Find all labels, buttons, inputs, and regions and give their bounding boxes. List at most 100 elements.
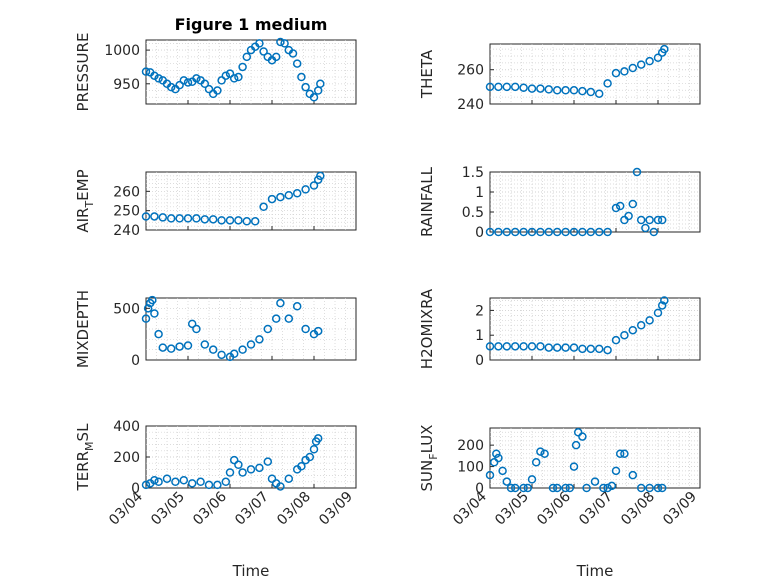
data-point	[536, 227, 545, 237]
data-point	[284, 314, 294, 323]
x-tick-label: 03/04	[106, 489, 146, 529]
data-point	[653, 308, 663, 318]
y-tick-label: 200	[113, 450, 140, 466]
y-tick-label: 400	[113, 419, 140, 435]
y-tick-label: 200	[457, 438, 484, 454]
data-point	[166, 214, 176, 223]
data-point	[313, 326, 323, 336]
chart-title: Figure 1 medium	[175, 15, 328, 34]
y-tick-label: 0	[475, 353, 484, 369]
data-point	[200, 79, 210, 89]
data-point	[229, 455, 239, 465]
data-point	[590, 477, 600, 486]
data-point	[200, 215, 210, 224]
data-point	[632, 167, 642, 177]
data-point	[645, 56, 654, 66]
data-point	[292, 59, 302, 68]
data-point	[494, 453, 503, 463]
data-point	[569, 86, 579, 95]
x-tick-label: 03/09	[316, 489, 356, 529]
data-point	[141, 67, 151, 76]
y-tick-label: 1	[475, 328, 484, 344]
y-tick-label: 950	[113, 77, 140, 93]
y-axis-label: SUNFLUX	[418, 425, 440, 492]
data-point	[259, 47, 268, 56]
y-tick-label: 250	[113, 204, 140, 220]
data-point	[187, 479, 197, 488]
data-point	[544, 85, 554, 94]
data-point	[523, 483, 533, 493]
data-point	[183, 341, 193, 350]
data-point	[154, 477, 163, 487]
data-point	[485, 342, 495, 351]
data-point	[179, 76, 189, 85]
panel-mixdepth: 0 500 MIXDEPTH	[74, 290, 357, 369]
data-point	[494, 342, 503, 351]
y-axis-label: MIXDEPTH	[74, 290, 92, 368]
y-axis-label: THETA	[418, 49, 436, 99]
data-point	[544, 227, 554, 237]
data-point	[540, 449, 549, 458]
data-point	[292, 189, 302, 198]
data-point	[636, 483, 646, 493]
data-point	[276, 37, 285, 47]
data-point	[582, 483, 591, 493]
data-point	[141, 480, 151, 490]
data-point	[569, 343, 579, 352]
panel-air_temp: 240 250 260 AIRTEMP	[74, 169, 357, 239]
data-point	[276, 482, 285, 491]
y-axis-label: TERRMSL	[74, 423, 96, 492]
y-tick-label: 1	[475, 185, 484, 201]
data-point	[200, 340, 210, 349]
data-point	[192, 324, 201, 334]
data-point	[624, 211, 633, 221]
data-point	[628, 199, 638, 209]
data-point	[569, 227, 579, 237]
panel-h2omixra: 0 1 2 H2OMIXRA	[418, 288, 701, 369]
x-tick-label: 03/05	[148, 489, 188, 529]
data-point	[148, 295, 157, 305]
data-point	[166, 82, 176, 92]
data-point	[519, 483, 528, 493]
data-point	[653, 483, 663, 493]
x-tick-label: 03/06	[190, 489, 230, 529]
data-point	[502, 227, 512, 237]
data-point	[234, 460, 243, 469]
data-point	[150, 309, 159, 318]
data-point	[192, 214, 201, 223]
y-tick-label: 1.5	[462, 165, 484, 181]
data-point	[657, 483, 667, 493]
data-point	[485, 470, 495, 480]
data-point	[628, 470, 638, 480]
y-tick-label: 240	[113, 223, 140, 239]
data-point	[544, 343, 554, 352]
data-point	[645, 215, 654, 225]
data-point	[565, 483, 575, 493]
data-point	[267, 194, 277, 204]
data-point	[309, 445, 319, 454]
data-point	[255, 335, 264, 344]
data-point	[641, 223, 650, 233]
x-tick-label: 03/08	[618, 489, 658, 529]
x-tick-label: 03/05	[492, 489, 532, 529]
data-point	[603, 79, 612, 88]
data-point	[162, 474, 172, 483]
data-point	[150, 212, 159, 221]
y-tick-label: 0	[475, 481, 484, 497]
data-point	[578, 86, 587, 96]
data-point	[150, 71, 159, 80]
data-point	[179, 476, 189, 485]
data-point	[284, 190, 294, 200]
data-point	[175, 214, 184, 223]
panel-terr_msl: 0 200 400 03/04 03/05 03/06 03/07 03/08 03/09 Tim…	[74, 419, 357, 580]
data-point	[594, 227, 604, 237]
y-tick-label: 500	[113, 301, 140, 317]
data-point	[301, 324, 310, 334]
data-point	[259, 202, 268, 212]
data-point	[141, 212, 151, 221]
data-point	[246, 340, 256, 349]
data-point	[284, 474, 294, 483]
data-point	[492, 449, 501, 458]
data-point	[316, 171, 325, 181]
data-point	[221, 71, 231, 80]
